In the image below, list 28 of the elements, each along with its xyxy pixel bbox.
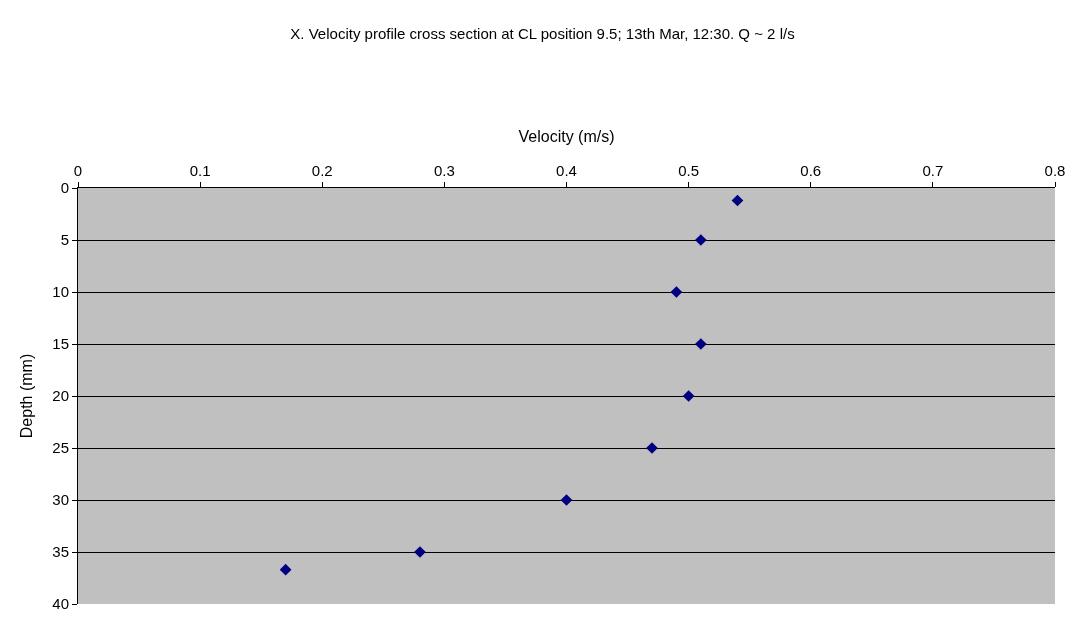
y-axis-title: Depth (mm)	[18, 353, 36, 439]
x-tick-label: 0.1	[189, 162, 211, 179]
y-tick-label: 5	[60, 231, 69, 249]
y-tick-label: 0	[60, 179, 69, 197]
point	[279, 563, 292, 576]
point	[694, 338, 707, 350]
point	[694, 234, 707, 246]
x-tick-label: 0.4	[556, 162, 577, 179]
y-tick-label: 40	[52, 595, 69, 613]
x-tick-label: 0.8	[1044, 162, 1066, 179]
point	[560, 494, 573, 506]
point	[731, 194, 744, 207]
x-axis-title: Velocity (m/s)	[518, 127, 615, 145]
y-tick-label: 15	[52, 335, 69, 353]
x-tick-label: 0.7	[922, 162, 944, 179]
y-tick-label: 20	[52, 387, 69, 405]
y-tick-label: 35	[52, 543, 69, 561]
x-tick-label: 0	[73, 162, 83, 179]
point	[670, 286, 683, 298]
y-tick-label: 25	[52, 439, 69, 457]
x-tick-label: 0.6	[800, 162, 822, 179]
y-tick-label: 10	[52, 283, 69, 301]
chart-title: X. Velocity profile cross section at CL position 9.5; 13th Mar, 12:30. Q ~ 2 l/s	[290, 25, 795, 43]
point	[682, 390, 695, 402]
x-tick-label: 0.3	[433, 162, 455, 179]
y-tick-label: 30	[52, 491, 69, 509]
x-tick-label: 0.2	[311, 162, 333, 179]
x-tick-label: 0.5	[678, 162, 700, 179]
